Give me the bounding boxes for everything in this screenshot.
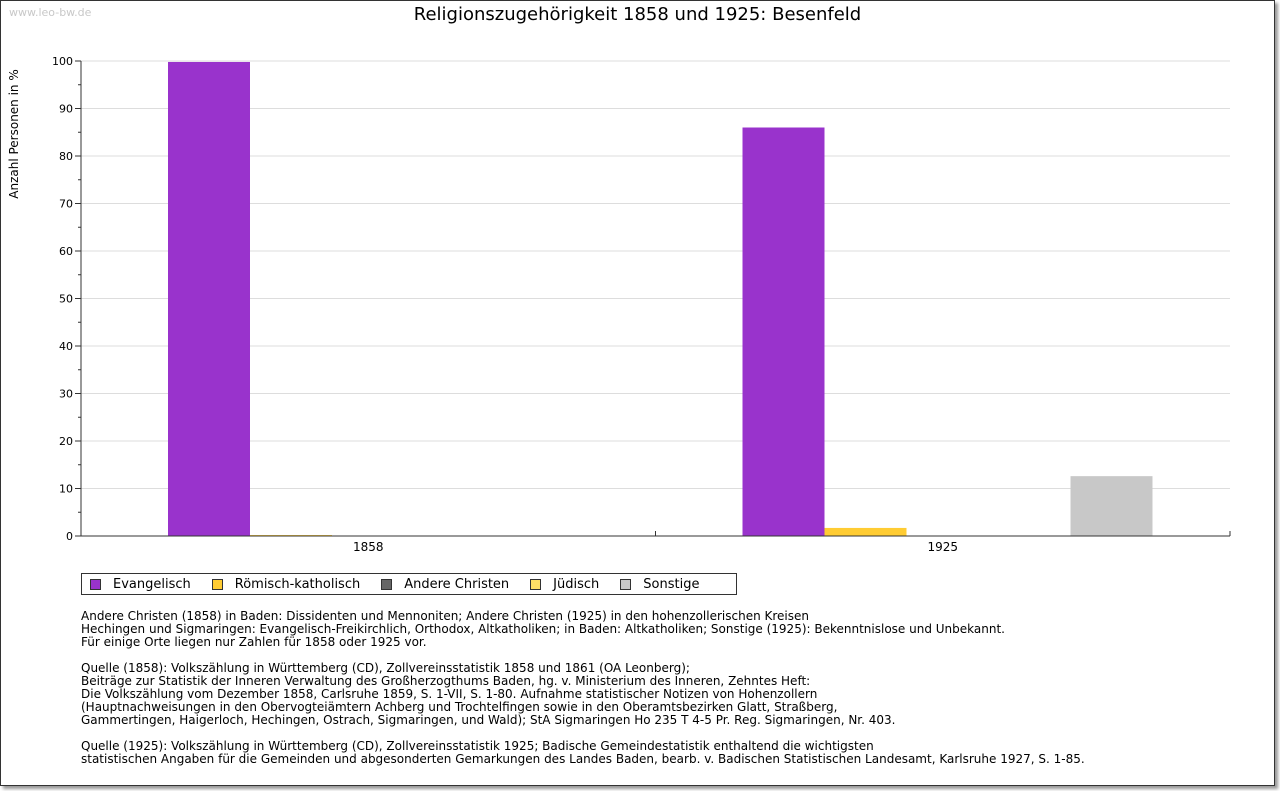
legend-item: Sonstige xyxy=(620,577,699,592)
y-tick-label: 70 xyxy=(59,198,73,211)
legend-label: Jüdisch xyxy=(553,576,600,592)
footnote-paragraph: Andere Christen (1858) in Baden: Disside… xyxy=(81,609,1005,649)
y-tick-label: 50 xyxy=(59,293,73,306)
y-tick-label: 90 xyxy=(59,103,73,116)
y-tick-label: 80 xyxy=(59,150,73,163)
bar-chart: 0 10 20 30 40 50 60 70 80 90 100 Anzahl Personen in… xyxy=(7,55,1231,554)
footnote-paragraph: Quelle (1925): Volkszählung in Württembe… xyxy=(81,739,1085,766)
bar-evangelisch-1925 xyxy=(742,127,825,536)
legend-label: Andere Christen xyxy=(404,576,510,592)
bar-sonstige-1925 xyxy=(1070,476,1153,536)
legend-swatch xyxy=(530,578,542,590)
y-axis-label: Anzahl Personen in % xyxy=(7,69,21,199)
chart-legend: Evangelisch Römisch-katholisch Andere Chri… xyxy=(81,573,737,595)
bar-r-misch-katholisch-1925 xyxy=(824,527,907,536)
y-tick-label: 10 xyxy=(59,483,73,496)
footnotes: Andere Christen (1858) in Baden: Disside… xyxy=(81,610,1085,779)
legend-swatch xyxy=(90,578,101,590)
y-tick-label: 0 xyxy=(66,530,73,543)
legend-swatch xyxy=(620,578,632,590)
legend-item: Andere Christen xyxy=(381,577,509,592)
legend-swatch xyxy=(211,578,223,590)
y-tick-label: 40 xyxy=(59,340,73,353)
y-tick-label: 30 xyxy=(59,388,73,401)
legend-item: Jüdisch xyxy=(530,577,599,592)
x-tick-label: 1858 xyxy=(353,540,384,554)
y-tick-label: 60 xyxy=(59,245,73,258)
x-tick-label: 1925 xyxy=(927,540,958,554)
legend-swatch xyxy=(381,578,393,590)
legend-item: Evangelisch xyxy=(90,577,191,592)
chart-title: Religionszugehörigkeit 1858 und 1925: Be… xyxy=(413,4,862,25)
y-tick-label: 20 xyxy=(59,435,73,448)
legend-label: Römisch-katholisch xyxy=(234,576,361,592)
bar-evangelisch-1858 xyxy=(168,61,250,536)
watermark: www.leo-bw.de xyxy=(9,6,92,19)
footnote-paragraph: Quelle (1858): Volkszählung in Württembe… xyxy=(81,661,896,727)
legend-label: Sonstige xyxy=(643,576,700,592)
y-tick-label: 100 xyxy=(52,55,73,68)
legend-item: Römisch-katholisch xyxy=(211,576,361,592)
legend-label: Evangelisch xyxy=(113,576,191,592)
